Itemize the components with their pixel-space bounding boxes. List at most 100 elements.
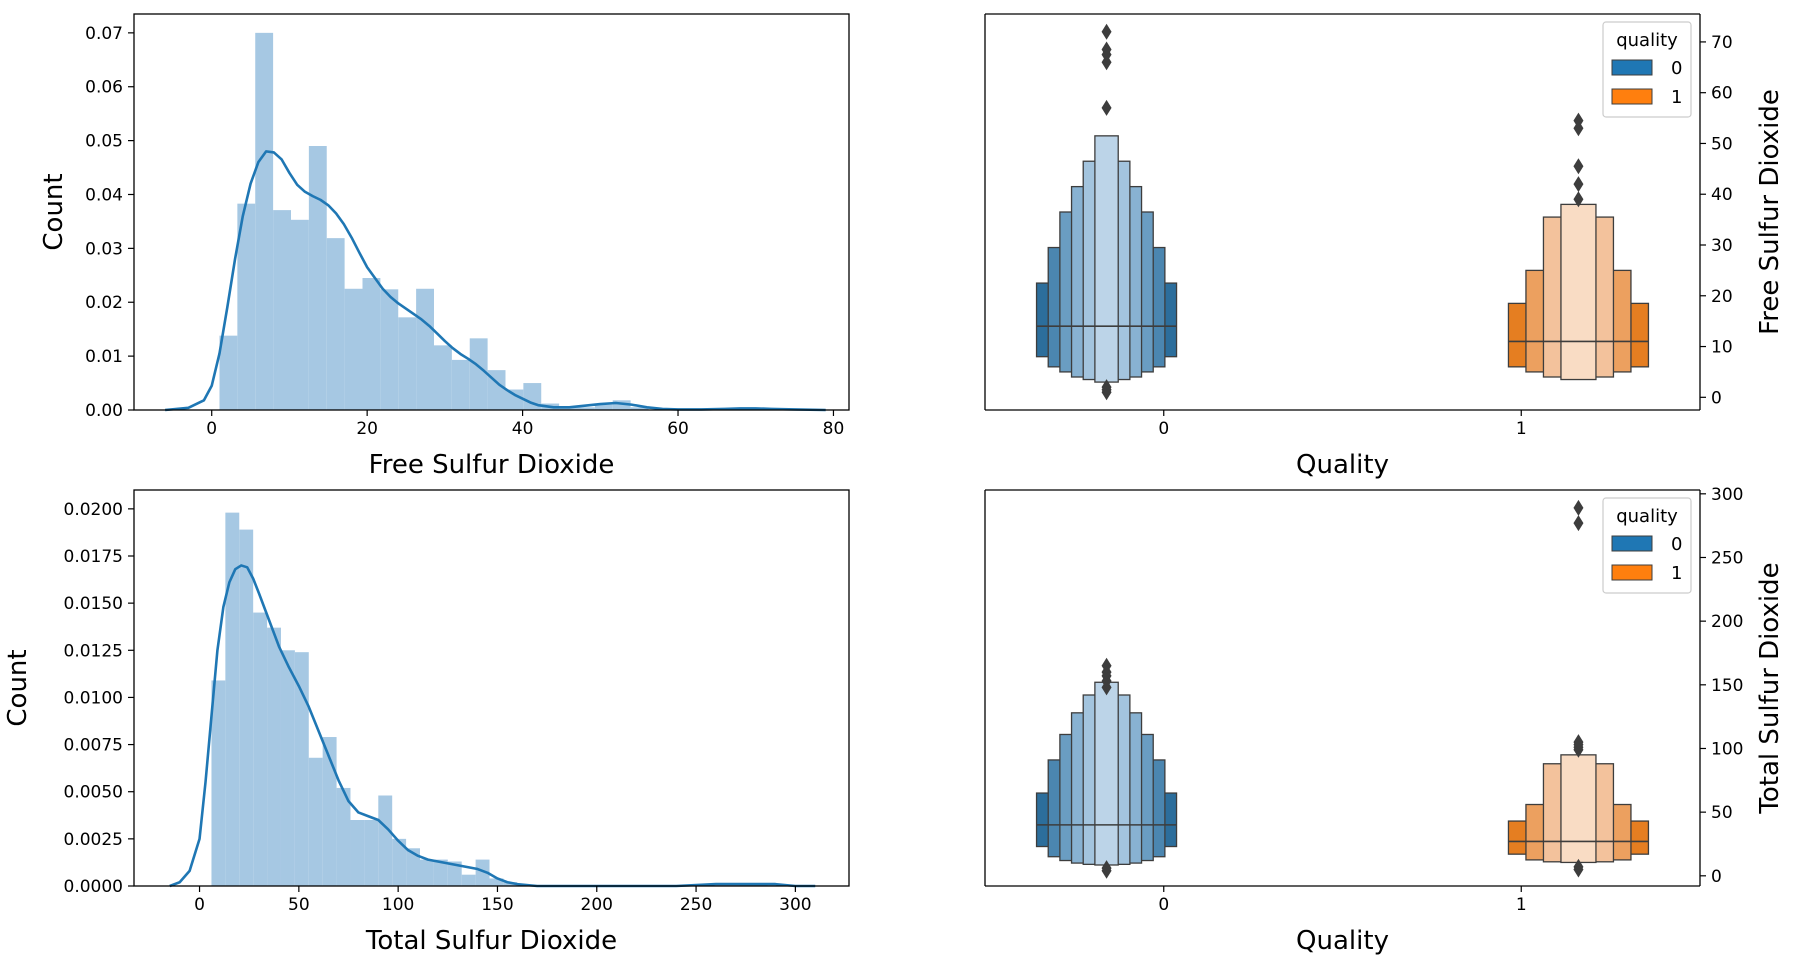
hist-bar <box>280 650 295 886</box>
legend-title: quality <box>1616 506 1678 527</box>
boxen-0 <box>1035 657 1178 879</box>
legend-swatch <box>1611 59 1653 76</box>
outlier-point <box>1573 734 1584 751</box>
y-tick-label: 300 <box>1711 485 1743 505</box>
y-tick-label: 0.00 <box>85 401 123 421</box>
y-axis-label: Total Sulfur Dioxide <box>1755 562 1785 814</box>
hist-bar <box>225 512 240 886</box>
y-tick-label: 0.0200 <box>64 500 123 520</box>
hist-bar <box>489 878 504 886</box>
y-tick-label: 0.07 <box>85 24 123 44</box>
hist-bar <box>267 627 281 886</box>
legend-swatch <box>1611 564 1653 581</box>
hist-bar <box>398 317 417 410</box>
boxen-box <box>1094 135 1119 383</box>
hist-bar <box>294 652 309 886</box>
hist-bar <box>447 861 462 886</box>
outlier-point <box>1573 112 1584 129</box>
hist-bar <box>253 612 268 886</box>
hist-bar <box>559 407 577 410</box>
hist-bar <box>326 238 345 410</box>
legend-title: quality <box>1616 30 1678 51</box>
x-tick-label: 20 <box>356 419 378 439</box>
kde-line <box>164 150 826 412</box>
outlier-point <box>1101 23 1112 40</box>
y-tick-label: 200 <box>1711 612 1743 632</box>
x-axis-label: Quality <box>1296 450 1389 480</box>
x-tick-label: 80 <box>823 419 845 439</box>
hist-bar <box>273 210 291 410</box>
y-tick-label: 0 <box>1711 867 1722 887</box>
x-axis-label: Total Sulfur Dioxide <box>365 926 617 956</box>
hist-bar <box>576 407 595 410</box>
legend-label: 1 <box>1671 563 1682 584</box>
hist-panel-2: 0 50 100 150 200 250 300 0.0000 0.0025 0.0050 0.00… <box>3 489 850 956</box>
boxen-1 <box>1507 112 1650 381</box>
hist-bar <box>433 859 448 886</box>
y-tick-label: 0.02 <box>85 293 123 313</box>
hist-bar <box>630 407 649 410</box>
legend: quality 0 1 <box>1602 21 1692 118</box>
y-tick-label: 0.0050 <box>64 783 123 803</box>
y-tick-label: 0.06 <box>85 78 123 98</box>
y-tick-label: 0.01 <box>85 347 123 367</box>
legend: quality 0 1 <box>1602 497 1692 594</box>
outlier-point <box>1101 41 1112 58</box>
y-tick-label: 100 <box>1711 739 1743 759</box>
hist-bar <box>378 795 393 886</box>
x-axis-label: Quality <box>1296 926 1389 956</box>
y-tick-label: 70 <box>1711 33 1733 53</box>
y-tick-label: 0.05 <box>85 132 123 152</box>
outlier-point <box>1573 499 1584 516</box>
x-tick-label: 1 <box>1516 419 1527 439</box>
y-tick-label: 60 <box>1711 84 1733 104</box>
x-tick-label: 1 <box>1516 895 1527 915</box>
x-tick-label: 0 <box>1158 895 1169 915</box>
y-axis-label: Free Sulfur Dioxide <box>1755 89 1785 335</box>
hist-bar <box>433 345 452 410</box>
hist-bar <box>505 389 524 410</box>
x-tick-label: 0 <box>206 419 217 439</box>
y-axis-label: Count <box>3 649 33 726</box>
outlier-point <box>1101 860 1112 877</box>
y-tick-label: 50 <box>1711 803 1733 823</box>
hist-bar <box>469 338 488 410</box>
y-tick-label: 0.0175 <box>64 547 123 567</box>
boxen-box <box>1094 681 1119 866</box>
legend-swatch <box>1611 88 1653 105</box>
legend-label: 0 <box>1671 58 1682 79</box>
y-tick-label: 0.0075 <box>64 736 123 756</box>
hist-bar <box>612 400 631 410</box>
hist-bar <box>420 859 434 886</box>
outlier-point <box>1573 176 1584 193</box>
outlier-point <box>1573 858 1584 875</box>
hist-bar <box>461 874 476 886</box>
axes-frame <box>133 489 850 887</box>
x-tick-label: 200 <box>581 895 613 915</box>
hist-bar <box>451 359 470 410</box>
x-tick-label: 60 <box>667 419 689 439</box>
hist-bar <box>211 680 226 886</box>
hist-bar <box>308 146 327 410</box>
x-tick-label: 0 <box>1158 419 1169 439</box>
hist-bar <box>380 289 399 410</box>
hist-bar <box>406 848 420 886</box>
boxen-1 <box>1507 499 1650 878</box>
boxen-box <box>1560 754 1597 864</box>
y-tick-label: 0.0125 <box>64 641 123 661</box>
hist-bar <box>475 859 490 886</box>
outlier-point <box>1101 657 1112 674</box>
y-tick-label: 0 <box>1711 388 1722 408</box>
hist-bar <box>336 787 351 886</box>
hist-bar <box>487 370 506 410</box>
hist-bar <box>239 529 254 886</box>
hist-bar <box>594 404 613 410</box>
y-tick-label: 20 <box>1711 287 1733 307</box>
x-tick-label: 100 <box>382 895 414 915</box>
hist-bar <box>344 288 363 410</box>
y-tick-label: 250 <box>1711 548 1743 568</box>
y-tick-label: 0.0150 <box>64 594 123 614</box>
boxen-box <box>1560 203 1597 381</box>
